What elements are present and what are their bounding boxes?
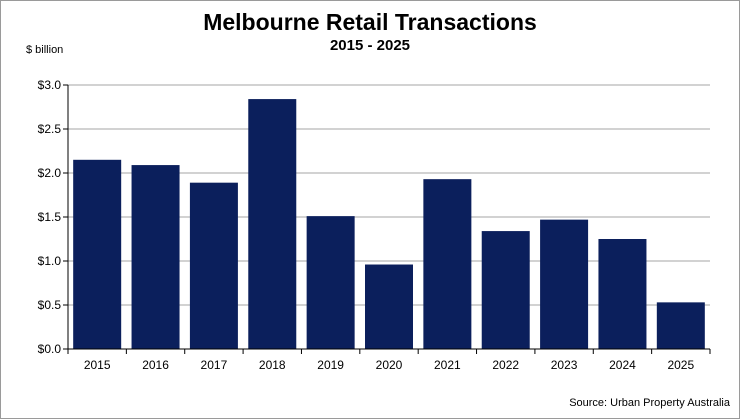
- chart-subtitle: 2015 - 2025: [329, 37, 411, 54]
- x-tick-label: 2018: [259, 358, 286, 372]
- y-tick-label: $1.0: [38, 254, 62, 268]
- y-tick-label: $0.5: [38, 298, 62, 312]
- bar-2020: [365, 264, 413, 349]
- bar-2017: [189, 182, 238, 349]
- x-tick-label: 2016: [142, 358, 169, 372]
- bar-2021: [423, 179, 472, 349]
- x-tick-label: 2023: [551, 358, 578, 372]
- bar-2016: [131, 165, 180, 349]
- x-tick-label: 2022: [492, 358, 519, 372]
- x-tick-label: 2019: [317, 358, 344, 372]
- y-tick-label: $2.5: [38, 122, 62, 136]
- chart-title: Melbourne Retail Transactions: [203, 9, 537, 35]
- bar-2025: [656, 302, 705, 349]
- source-note: Source: Urban Property Australia: [569, 397, 730, 409]
- bar-2023: [540, 219, 589, 349]
- y-tick-label: $2.0: [38, 166, 62, 180]
- x-tick-label: 2015: [84, 358, 111, 372]
- bar-2015: [73, 159, 122, 349]
- bar-2018: [248, 99, 297, 349]
- bar-2019: [306, 216, 355, 349]
- y-tick-label: $1.5: [38, 210, 62, 224]
- bar-2024: [598, 239, 647, 349]
- x-tick-label: 2017: [201, 358, 228, 372]
- y-tick-label: $0.0: [38, 342, 62, 356]
- x-tick-label: 2025: [667, 358, 694, 372]
- bar-2022: [481, 231, 530, 349]
- x-tick-label: 2020: [376, 358, 403, 372]
- x-tick-label: 2024: [609, 358, 636, 372]
- y-axis-unit-label: $ billion: [26, 44, 64, 56]
- y-tick-label: $3.0: [38, 78, 62, 92]
- x-tick-label: 2021: [434, 358, 461, 372]
